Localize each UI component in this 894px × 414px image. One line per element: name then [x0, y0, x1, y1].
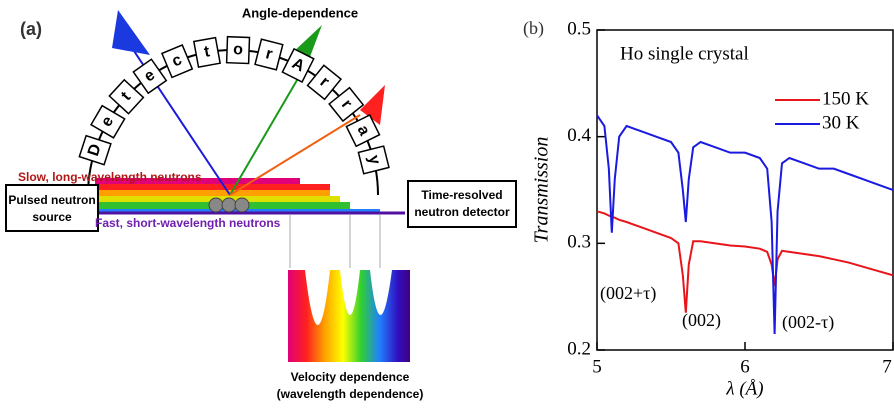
detector-cell: D: [78, 134, 112, 166]
source-label: Pulsed neutron: [8, 193, 95, 207]
detector-box: [254, 38, 284, 71]
detector-cell: e: [132, 58, 168, 95]
detector-box: [328, 86, 365, 123]
x-tick-label: 6: [740, 356, 750, 377]
detector-box: [78, 134, 112, 166]
chart-title: Ho single crystal: [620, 43, 749, 64]
detector-cell: A: [281, 47, 315, 83]
x-axis-label: λ (Å): [725, 378, 763, 399]
detector-box: [225, 35, 251, 65]
annotation: (002-τ): [782, 312, 834, 333]
annotation: (002): [682, 310, 721, 331]
detector-cell: r: [254, 38, 284, 71]
detector-label: neutron detector: [414, 205, 510, 219]
detector-box: [108, 78, 145, 115]
y-axis-label: Transmission: [531, 137, 553, 244]
angle-label: Angle-dependence: [242, 5, 358, 20]
y-tick-label: 0.4: [567, 125, 591, 146]
detector-cell: a: [345, 114, 381, 148]
annotation: (002+τ): [600, 283, 656, 304]
detector-cell: t: [192, 36, 222, 68]
legend-label: 30 K: [822, 112, 860, 133]
panel-label: (a): [20, 19, 42, 39]
detector-box: [357, 145, 390, 175]
detector-cell: e: [90, 104, 126, 139]
slow-label: Slow, long-wavelength neutrons: [18, 170, 202, 184]
diagram: (a) Angle-dependence Slow, long-waveleng…: [5, 5, 517, 401]
detector-cell: t: [108, 78, 145, 115]
series-line: [596, 114, 894, 335]
detector-box: [306, 64, 343, 101]
beams: [95, 178, 405, 215]
detector-cell: y: [357, 145, 390, 175]
detector-label: Time-resolved: [421, 188, 502, 202]
y-tick-label: 0.5: [567, 18, 591, 39]
y-tick-label: 0.3: [567, 232, 591, 253]
detector-box: [160, 43, 194, 79]
y-tick-label: 0.2: [567, 338, 591, 359]
detector-cell: r: [328, 86, 365, 123]
detector-cell: o: [225, 35, 251, 65]
detector-box: [281, 47, 315, 83]
detector-cell: r: [306, 64, 343, 101]
detector-letter: t: [203, 43, 212, 61]
detector-box: [192, 36, 222, 68]
series-line: [596, 210, 894, 313]
panel-label: (b): [523, 18, 544, 39]
detector-cell: c: [160, 43, 194, 79]
x-tick-label: 7: [882, 356, 892, 377]
detector-box: [345, 114, 381, 148]
source-label: source: [32, 210, 72, 224]
velocity-label: (wavelength dependence): [277, 387, 424, 401]
detector-letter: y: [365, 153, 384, 166]
detector-box: [90, 104, 126, 139]
detector-letter: D: [85, 142, 105, 158]
detector-letter: o: [233, 41, 244, 58]
legend-label: 150 K: [822, 88, 869, 109]
fast-label: Fast, short-wavelength neutrons: [95, 216, 281, 230]
detector-letter: r: [264, 45, 274, 63]
detector-box: [132, 58, 168, 95]
x-tick-label: 5: [592, 356, 602, 377]
velocity-label: Velocity dependence: [291, 370, 410, 384]
